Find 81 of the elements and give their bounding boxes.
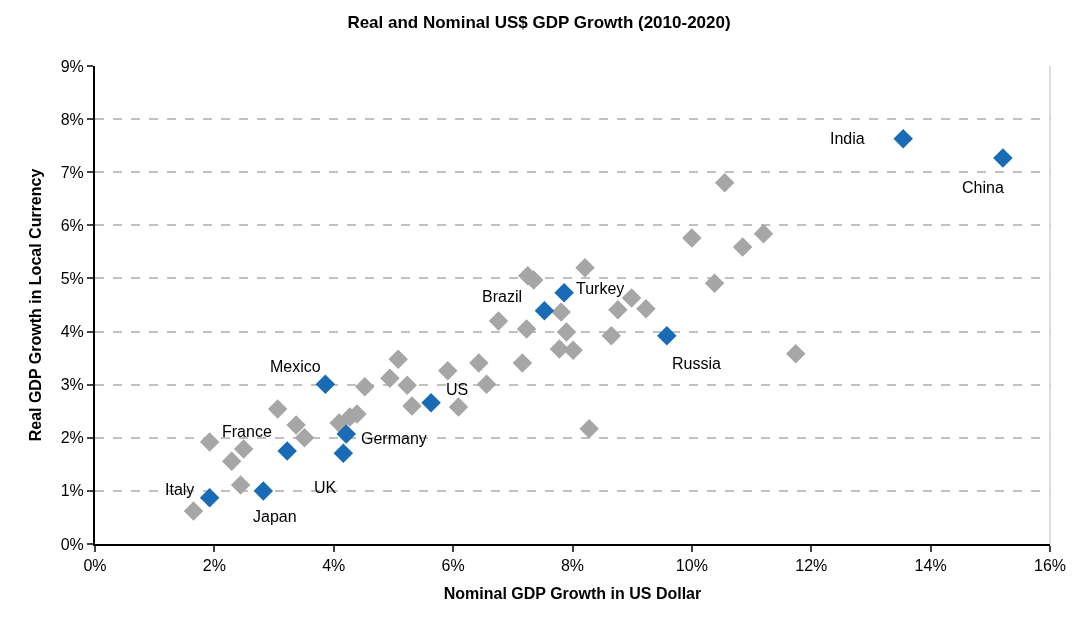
point [579, 419, 599, 439]
point [601, 326, 622, 346]
annotation: Turkey [576, 280, 625, 297]
point [636, 298, 656, 319]
point [221, 451, 242, 471]
point [575, 258, 595, 278]
point [993, 148, 1013, 168]
y-tick-label: 6% [60, 216, 84, 234]
point [315, 374, 336, 394]
y-axis-title: Real GDP Growth in Local Currency [27, 168, 45, 442]
x-tick-label: 14% [914, 557, 947, 575]
y-tick-label: 3% [60, 376, 84, 394]
annotation: China [962, 179, 1004, 196]
point [336, 424, 357, 444]
x-tick-label: 0% [83, 557, 107, 575]
point [563, 340, 583, 360]
point [657, 326, 677, 346]
x-tick-label: 8% [560, 557, 585, 575]
point [355, 377, 375, 397]
point [286, 415, 306, 435]
point [438, 361, 458, 381]
point [388, 349, 408, 369]
point [199, 432, 220, 452]
y-tick-label: 9% [60, 57, 84, 75]
point [421, 392, 441, 413]
point [554, 283, 574, 303]
point [267, 399, 288, 419]
point [277, 441, 297, 461]
annotation: Japan [253, 508, 297, 525]
x-tick-label: 2% [202, 557, 226, 575]
point [469, 353, 489, 373]
annotation: Brazil [482, 288, 523, 305]
point [785, 344, 806, 364]
point [183, 501, 204, 521]
annotation: India [830, 130, 865, 147]
point [893, 129, 913, 149]
point [556, 322, 577, 342]
point [488, 311, 509, 331]
x-tick-label: 12% [795, 557, 828, 575]
y-tick-label: 0% [60, 535, 84, 553]
point [294, 428, 315, 448]
point [682, 228, 702, 248]
point [732, 237, 753, 257]
x-tick-label: 10% [675, 557, 708, 575]
x-axis-title: Nominal GDP Growth in US Dollar [443, 585, 702, 603]
annotation: Russia [672, 355, 722, 372]
annotation: Italy [165, 481, 195, 498]
point [233, 439, 254, 459]
x-tick-label: 4% [322, 557, 346, 575]
y-tick-label: 8% [60, 110, 84, 128]
annotation: Germany [361, 430, 427, 447]
point [333, 443, 354, 463]
annotation: UK [314, 479, 337, 496]
point [402, 396, 422, 416]
point [230, 475, 251, 495]
x-tick-label: 6% [441, 557, 465, 575]
point [380, 368, 400, 389]
point [549, 339, 570, 359]
y-tick-label: 4% [60, 323, 84, 341]
point [608, 300, 628, 320]
point [534, 301, 555, 321]
chart-title: Real and Nominal US$ GDP Growth (2010-2020) [347, 12, 731, 32]
y-tick-label: 5% [60, 270, 84, 288]
point [253, 481, 274, 501]
point [516, 319, 537, 339]
point [476, 374, 497, 394]
x-tick-label: 16% [1033, 557, 1067, 575]
y-tick-label: 7% [60, 163, 84, 181]
point [199, 488, 220, 508]
annotation: Mexico [270, 358, 321, 375]
y-tick-label: 2% [60, 429, 84, 447]
point [551, 302, 571, 322]
point [512, 353, 533, 373]
point [753, 224, 774, 244]
point [448, 397, 469, 417]
y-tick-label: 1% [60, 482, 84, 500]
point [714, 173, 735, 193]
point [704, 273, 725, 293]
annotation: US [446, 381, 469, 398]
annotation: France [222, 423, 272, 440]
point [397, 375, 417, 395]
